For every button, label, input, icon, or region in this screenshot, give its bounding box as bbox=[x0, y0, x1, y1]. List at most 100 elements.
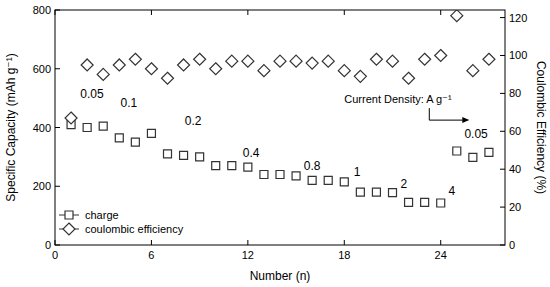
annotation: 0.05 bbox=[80, 87, 104, 101]
point bbox=[129, 53, 141, 65]
point bbox=[469, 153, 477, 161]
x-tick-top bbox=[151, 10, 152, 15]
y-tick bbox=[55, 245, 60, 246]
point bbox=[162, 72, 174, 84]
point bbox=[242, 55, 254, 67]
point bbox=[405, 198, 413, 206]
point bbox=[274, 55, 286, 67]
point bbox=[453, 147, 461, 155]
y-axis-label: Specific Capacity (mAh g⁻¹) bbox=[4, 53, 18, 201]
y-tick-label: 800 bbox=[33, 4, 51, 16]
point bbox=[437, 199, 445, 207]
y2-tick-label: 60 bbox=[509, 125, 521, 137]
point bbox=[306, 57, 318, 69]
point bbox=[113, 59, 125, 71]
point bbox=[178, 59, 190, 71]
x-tick bbox=[344, 240, 345, 245]
y2-tick bbox=[500, 207, 505, 208]
y2-tick bbox=[500, 131, 505, 132]
point bbox=[467, 65, 479, 77]
x-tick-label: 0 bbox=[52, 249, 58, 261]
y2-tick-label: 120 bbox=[509, 12, 527, 24]
point bbox=[419, 53, 431, 65]
point bbox=[145, 63, 157, 75]
x-tick-label: 24 bbox=[435, 249, 447, 261]
y2-tick-label: 100 bbox=[509, 49, 527, 61]
y-tick-label: 600 bbox=[33, 63, 51, 75]
x-tick bbox=[55, 240, 56, 245]
legend-label: coulombic efficiency bbox=[85, 223, 184, 235]
annotation: 1 bbox=[354, 165, 361, 179]
annotation: 0.2 bbox=[185, 114, 202, 128]
y2-tick bbox=[500, 245, 505, 246]
y2-tick-label: 0 bbox=[509, 239, 515, 251]
point bbox=[485, 148, 493, 156]
point bbox=[403, 72, 415, 84]
point bbox=[210, 63, 222, 75]
y-tick bbox=[55, 10, 60, 11]
point bbox=[97, 68, 109, 80]
y-tick-label: 0 bbox=[45, 239, 51, 251]
y-tick-label: 200 bbox=[33, 180, 51, 192]
point bbox=[81, 59, 93, 71]
point bbox=[99, 122, 107, 130]
y2-tick bbox=[500, 169, 505, 170]
point bbox=[131, 138, 139, 146]
x-tick-label: 18 bbox=[338, 249, 350, 261]
point bbox=[65, 112, 77, 124]
chart: 061218240200400600800020406080100120Numb… bbox=[0, 0, 550, 287]
annotation: 0.8 bbox=[304, 159, 321, 173]
legend-marker bbox=[65, 211, 73, 219]
y-tick bbox=[55, 68, 60, 69]
x-tick bbox=[247, 240, 248, 245]
point bbox=[370, 53, 382, 65]
point bbox=[194, 53, 206, 65]
point bbox=[180, 151, 188, 159]
point bbox=[483, 53, 495, 65]
plot-frame bbox=[55, 10, 505, 245]
y2-tick-label: 20 bbox=[509, 201, 521, 213]
x-tick bbox=[151, 240, 152, 245]
legend-label: charge bbox=[85, 209, 119, 221]
point bbox=[308, 176, 316, 184]
x-tick bbox=[440, 240, 441, 245]
arrow bbox=[429, 108, 467, 120]
point bbox=[354, 70, 366, 82]
y2-tick bbox=[500, 17, 505, 18]
annotation: 0.1 bbox=[121, 96, 138, 110]
x-tick-top bbox=[440, 10, 441, 15]
legend-marker bbox=[63, 223, 75, 235]
annotation: 0.05 bbox=[464, 127, 488, 141]
point bbox=[258, 65, 270, 77]
point bbox=[290, 55, 302, 67]
annotation: 0.4 bbox=[243, 146, 260, 160]
point bbox=[338, 65, 350, 77]
point bbox=[451, 10, 463, 22]
point bbox=[244, 163, 252, 171]
y2-tick bbox=[500, 55, 505, 56]
point bbox=[389, 189, 397, 197]
x-tick-top bbox=[55, 10, 56, 15]
point bbox=[435, 49, 447, 61]
point bbox=[421, 198, 429, 206]
point bbox=[164, 150, 172, 158]
annotation: 2 bbox=[400, 177, 407, 191]
point bbox=[356, 188, 364, 196]
y2-tick bbox=[500, 93, 505, 94]
point bbox=[147, 129, 155, 137]
y2-tick-label: 40 bbox=[509, 163, 521, 175]
point bbox=[226, 55, 238, 67]
point bbox=[83, 124, 91, 132]
x-tick-top bbox=[344, 10, 345, 15]
point bbox=[324, 176, 332, 184]
plot-area bbox=[65, 10, 495, 207]
point bbox=[292, 172, 300, 180]
point bbox=[196, 153, 204, 161]
arrow-head bbox=[462, 117, 469, 123]
point bbox=[340, 178, 348, 186]
point bbox=[322, 55, 334, 67]
point bbox=[228, 162, 236, 170]
x-axis-label: Number (n) bbox=[250, 269, 311, 283]
point bbox=[260, 171, 268, 179]
point bbox=[276, 171, 284, 179]
